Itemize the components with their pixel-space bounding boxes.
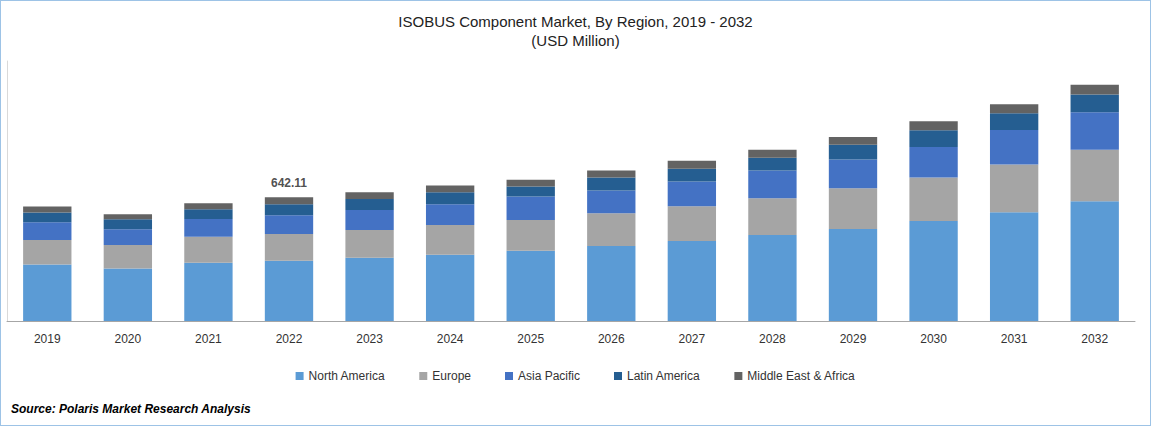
svg-text:Europe: Europe xyxy=(432,369,471,383)
svg-text:Asia Pacific: Asia Pacific xyxy=(518,369,580,383)
svg-text:ISOBUS Component Market, By Re: ISOBUS Component Market, By Region, 2019… xyxy=(398,13,752,30)
svg-text:2026: 2026 xyxy=(598,332,625,346)
svg-text:2020: 2020 xyxy=(115,332,142,346)
svg-text:2023: 2023 xyxy=(356,332,383,346)
svg-text:Latin America: Latin America xyxy=(627,369,700,383)
svg-text:Source: Polaris Market Researc: Source: Polaris Market Research Analysis xyxy=(11,402,251,416)
svg-text:2031: 2031 xyxy=(1001,332,1028,346)
svg-text:Middle East & Africa: Middle East & Africa xyxy=(747,369,855,383)
svg-text:North America: North America xyxy=(309,369,385,383)
svg-text:642.11: 642.11 xyxy=(271,176,307,190)
svg-text:2022: 2022 xyxy=(276,332,303,346)
svg-text:2021: 2021 xyxy=(195,332,222,346)
svg-text:2024: 2024 xyxy=(437,332,464,346)
svg-text:2019: 2019 xyxy=(34,332,61,346)
svg-text:2028: 2028 xyxy=(759,332,786,346)
svg-text:(USD Million): (USD Million) xyxy=(531,32,619,49)
svg-text:2025: 2025 xyxy=(517,332,544,346)
svg-text:2027: 2027 xyxy=(679,332,706,346)
svg-text:2029: 2029 xyxy=(840,332,867,346)
svg-text:2030: 2030 xyxy=(920,332,947,346)
svg-text:2032: 2032 xyxy=(1081,332,1108,346)
